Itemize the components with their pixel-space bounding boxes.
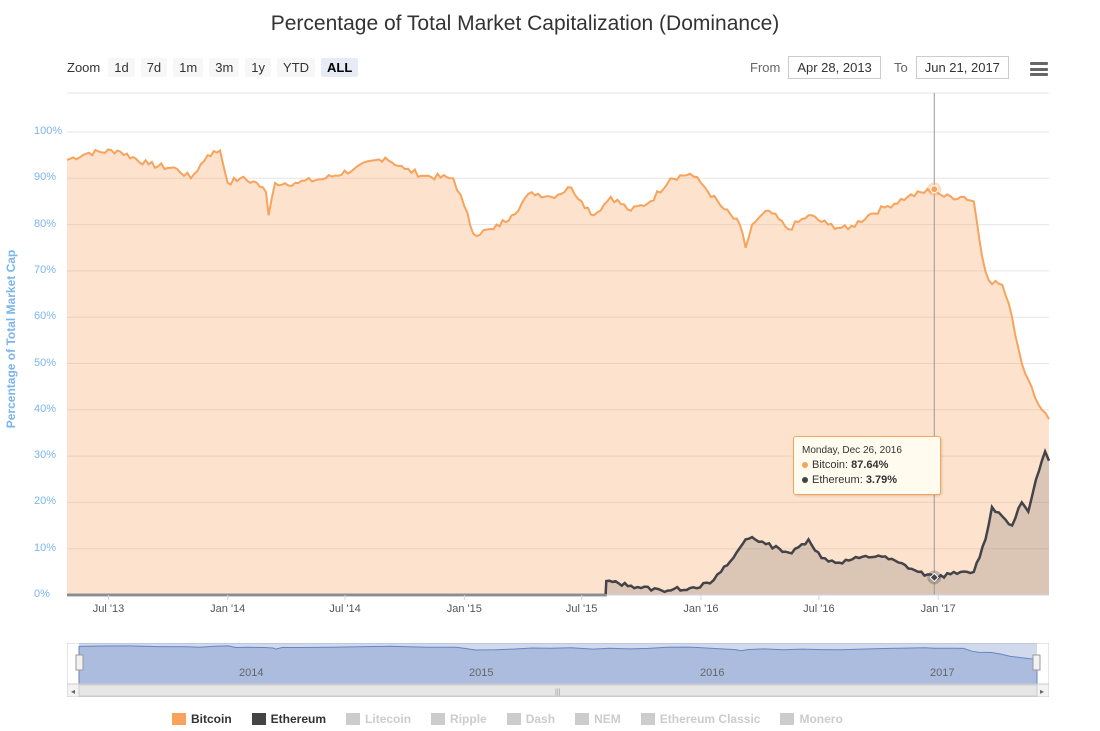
- legend: Bitcoin Ethereum Litecoin Ripple Dash NE…: [172, 712, 843, 726]
- navigator-label-2015: 2015: [469, 667, 494, 679]
- x-tick-label: Jul '13: [92, 603, 125, 615]
- legend-swatch: [640, 713, 655, 725]
- scrollbar-grip-icon: |||: [555, 689, 561, 696]
- y-tick-label: 20%: [34, 495, 57, 508]
- tooltip-bitcoin-row: Bitcoin: 87.64%: [802, 458, 932, 473]
- dominance-chart[interactable]: [0, 0, 1100, 600]
- navigator-mask[interactable]: [79, 643, 1037, 684]
- ethereum-hover-marker: [929, 572, 939, 583]
- y-tick-label: 70%: [34, 263, 57, 276]
- legend-item-monero[interactable]: Monero: [780, 712, 843, 726]
- scrollbar-thumb[interactable]: [78, 684, 1038, 697]
- navigator-label-2017: 2017: [930, 667, 955, 679]
- legend-swatch: [346, 713, 361, 725]
- legend-label: Ripple: [450, 712, 487, 726]
- to-date-input[interactable]: Jun 21, 2017: [915, 56, 1009, 79]
- y-tick-label: 80%: [34, 217, 57, 230]
- x-tick-label: Jan '14: [210, 603, 246, 615]
- ethereum-dot-icon: [802, 477, 808, 484]
- zoom-1d-button[interactable]: 1d: [108, 58, 135, 77]
- to-label: To: [894, 60, 908, 75]
- y-tick-label: 50%: [34, 356, 57, 369]
- legend-item-ripple[interactable]: Ripple: [431, 712, 487, 726]
- legend-item-nem[interactable]: NEM: [575, 712, 621, 726]
- hamburger-menu-icon[interactable]: [1030, 62, 1048, 76]
- navigator-left-handle[interactable]: [75, 654, 84, 671]
- navigator-label-2016: 2016: [700, 667, 725, 679]
- zoom-1m-button[interactable]: 1m: [173, 58, 204, 77]
- zoom-3m-button[interactable]: 3m: [209, 58, 240, 77]
- zoom-label: Zoom: [67, 60, 101, 75]
- legend-swatch: [172, 713, 186, 725]
- legend-swatch: [251, 713, 266, 725]
- bitcoin-hover-marker: [930, 185, 939, 194]
- tooltip-bitcoin-value: 87.64%: [851, 459, 889, 471]
- zoom-7d-button[interactable]: 7d: [140, 58, 168, 77]
- bitcoin-area: [67, 149, 1049, 595]
- legend-label: Monero: [799, 712, 843, 726]
- x-tick-label: Jan '16: [683, 603, 719, 615]
- bitcoin-dot-icon: [802, 462, 808, 469]
- x-tick-label: Jul '15: [565, 603, 598, 615]
- legend-swatch: [575, 713, 590, 725]
- legend-swatch: [506, 713, 521, 725]
- legend-label: Litecoin: [365, 712, 412, 726]
- chart-tooltip: Monday, Dec 26, 2016 Bitcoin: 87.64% Eth…: [793, 436, 941, 495]
- scroll-right-arrow-icon[interactable]: ▸: [1040, 687, 1044, 696]
- legend-label: Ethereum Classic: [659, 712, 761, 726]
- bitcoin-line: [66, 148, 1050, 420]
- y-tick-label: 40%: [34, 402, 57, 415]
- legend-item-litecoin[interactable]: Litecoin: [346, 712, 411, 726]
- ethereum-area: [67, 451, 1049, 595]
- legend-label: NEM: [594, 712, 621, 726]
- y-tick-label: 0%: [34, 588, 50, 600]
- legend-item-bitcoin[interactable]: Bitcoin: [172, 712, 232, 726]
- from-label: From: [750, 60, 781, 75]
- x-tick-label: Jan '17: [920, 603, 956, 615]
- tooltip-bitcoin-label: Bitcoin:: [812, 459, 849, 471]
- range-to: To Jun 21, 2017: [894, 56, 1009, 79]
- tooltip-ethereum-row: Ethereum: 3.79%: [802, 473, 932, 488]
- scroll-left-arrow-icon[interactable]: ◂: [71, 687, 75, 696]
- tooltip-ethereum-label: Ethereum:: [812, 474, 863, 486]
- x-tick-label: Jan '15: [446, 603, 482, 615]
- zoom-1y-button[interactable]: 1y: [245, 58, 272, 77]
- y-tick-label: 10%: [34, 541, 57, 554]
- y-tick-label: 60%: [34, 310, 57, 323]
- legend-label: Ethereum: [270, 712, 327, 726]
- chart-title: Percentage of Total Market Capitalizatio…: [270, 12, 780, 35]
- zoom-controls: Zoom 1d 7d 1m 3m 1y YTD ALL: [67, 58, 359, 77]
- y-tick-label: 30%: [34, 449, 57, 462]
- navigator-right-handle[interactable]: [1032, 654, 1041, 671]
- range-from: From Apr 28, 2013: [750, 56, 881, 79]
- zoom-all-button[interactable]: ALL: [321, 58, 359, 77]
- navigator-svg: ◂ ▸ |||: [67, 643, 1049, 697]
- legend-item-ethereum[interactable]: Ethereum: [251, 712, 327, 726]
- legend-swatch: [780, 713, 795, 725]
- zoom-ytd-button[interactable]: YTD: [277, 58, 316, 77]
- from-date-input[interactable]: Apr 28, 2013: [788, 56, 881, 79]
- legend-label: Bitcoin: [191, 712, 232, 726]
- tooltip-ethereum-value: 3.79%: [865, 474, 898, 486]
- legend-label: Dash: [525, 712, 556, 726]
- tooltip-date: Monday, Dec 26, 2016: [802, 445, 902, 456]
- navigator-label-2014: 2014: [239, 667, 264, 679]
- legend-swatch: [431, 713, 446, 725]
- y-tick-label: 90%: [34, 171, 57, 184]
- legend-item-dash[interactable]: Dash: [506, 712, 556, 726]
- x-tick-label: Jul '16: [803, 603, 835, 615]
- x-tick-label: Jul '14: [329, 603, 361, 615]
- legend-item-ethereum-classic[interactable]: Ethereum Classic: [640, 712, 761, 726]
- navigator[interactable]: ◂ ▸ ||| 2014 2015 2016 2017: [67, 643, 1049, 697]
